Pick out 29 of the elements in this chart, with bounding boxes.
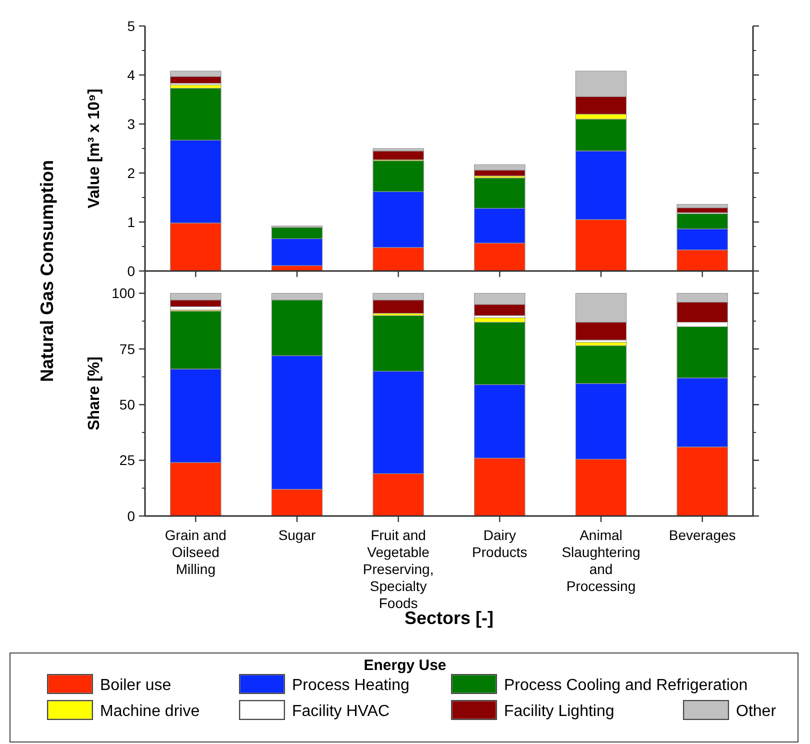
legend-label: Facility HVAC xyxy=(292,703,390,720)
text: Natural Gas Consumption xyxy=(37,160,57,382)
legend-title: Energy Use xyxy=(364,657,446,674)
y-tick-label: 1 xyxy=(127,214,136,230)
x-tick-label: Sugar xyxy=(278,527,316,543)
y-axis-title: Value [m³ x 10⁹] xyxy=(86,88,103,208)
legend-label: Machine drive xyxy=(100,703,200,720)
y-tick-label: 0 xyxy=(127,262,136,279)
legend-label: Facility Lighting xyxy=(504,703,614,720)
legend-label: Other xyxy=(736,703,777,720)
y-tick-label: 50 xyxy=(119,396,136,413)
x-tick-label: Animal Slaughtering and Processing xyxy=(562,527,640,594)
x-axis-title: Sectors [-] xyxy=(404,608,494,628)
x-tick-label: Grain and Oilseed Milling xyxy=(164,527,226,577)
x-tick-label: Beverages xyxy=(668,527,736,543)
legend-label: Process Heating xyxy=(292,677,410,694)
legend-label: Process Cooling and Refrigeration xyxy=(504,677,748,694)
y-tick-label: 0 xyxy=(127,508,136,524)
x-tick-label: Fruit and Vegetable Preserving, Specialty Foods xyxy=(362,527,434,611)
y-tick-label: 4 xyxy=(127,66,136,83)
y-tick-label: 100 xyxy=(112,285,136,302)
y-axis-title: Share [%] xyxy=(86,356,103,430)
y-tick-label: 3 xyxy=(127,116,136,132)
legend-label: Boiler use xyxy=(100,677,172,694)
y-tick-label: 25 xyxy=(119,452,136,468)
y-tick-label: 5 xyxy=(127,18,136,34)
y-tick-label: 75 xyxy=(119,340,136,357)
x-tick-label: Dairy Products xyxy=(472,527,528,560)
y-tick-label: 2 xyxy=(127,164,136,181)
